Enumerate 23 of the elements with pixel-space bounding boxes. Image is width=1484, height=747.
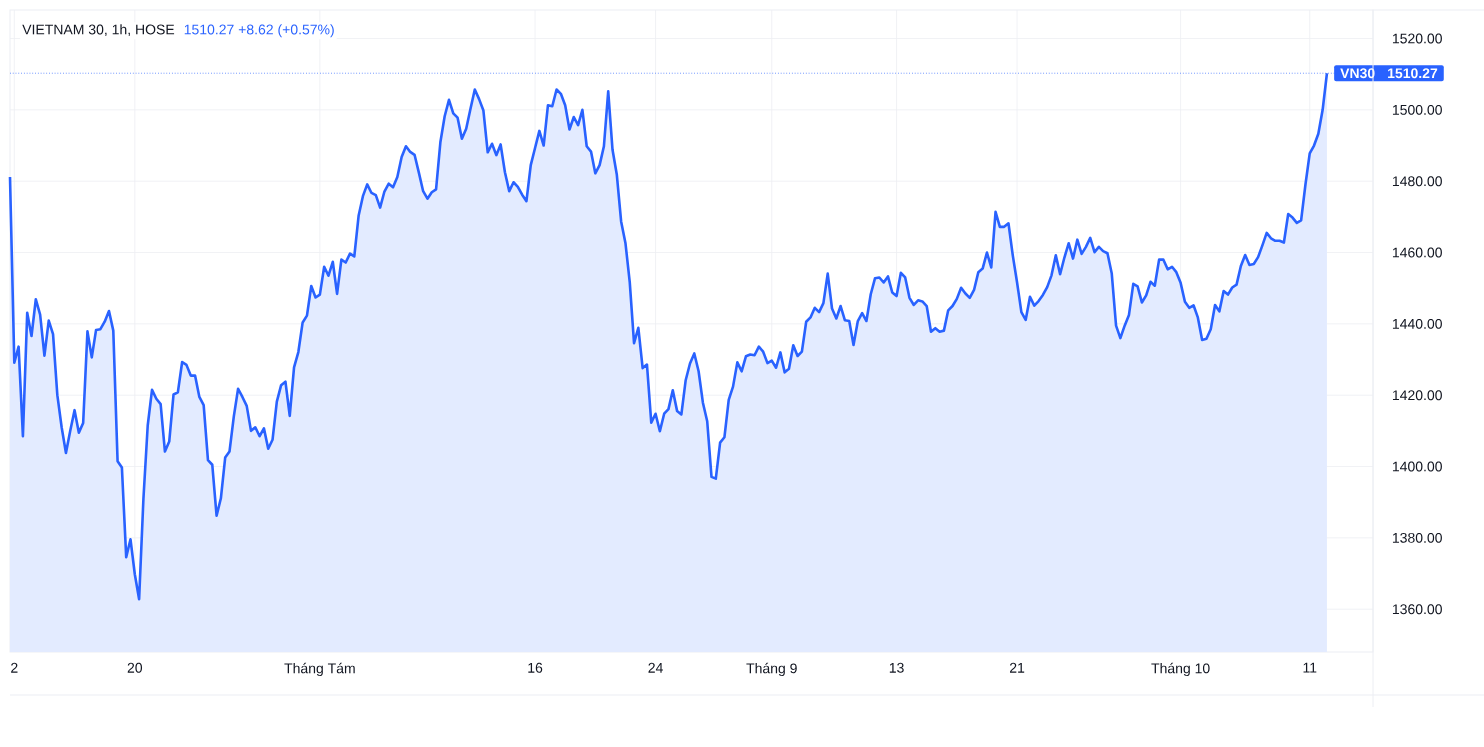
text: VIETNAM 30, 1h, HOSE xyxy=(22,24,175,37)
x-tick-label: 20 xyxy=(127,662,143,673)
ref-line-label: VN30 xyxy=(1340,68,1375,79)
text: 1510.27 xyxy=(1388,68,1438,79)
text: 1510.27 +8.62 (+0.57%) xyxy=(184,24,334,38)
y-tick-label: 1500.00 xyxy=(1392,104,1442,115)
y-tick-label: 1520.00 xyxy=(1392,33,1442,44)
x-tick-label: Tháng Tám xyxy=(284,662,355,677)
x-tick-label: 24 xyxy=(648,662,663,673)
x-tick-label: 13 xyxy=(889,662,904,673)
x-tick-label: 21 xyxy=(1009,662,1025,673)
x-tick-label: Tháng 10 xyxy=(1151,662,1210,677)
y-tick-label: 1380.00 xyxy=(1392,532,1442,543)
x-tick-label: 11 xyxy=(1303,662,1317,673)
x-tick-label: Tháng 9 xyxy=(746,662,797,677)
x-tick-label: 2 xyxy=(11,662,18,673)
y-tick-label: 1360.00 xyxy=(1392,604,1442,615)
y-tick-label: 1400.00 xyxy=(1392,461,1442,472)
y-tick-label: 1480.00 xyxy=(1392,176,1442,187)
x-tick-label: 16 xyxy=(528,662,543,673)
y-tick-label: 1420.00 xyxy=(1392,390,1442,401)
y-tick-label: 1460.00 xyxy=(1392,247,1442,258)
y-tick-label: 1440.00 xyxy=(1392,318,1442,329)
